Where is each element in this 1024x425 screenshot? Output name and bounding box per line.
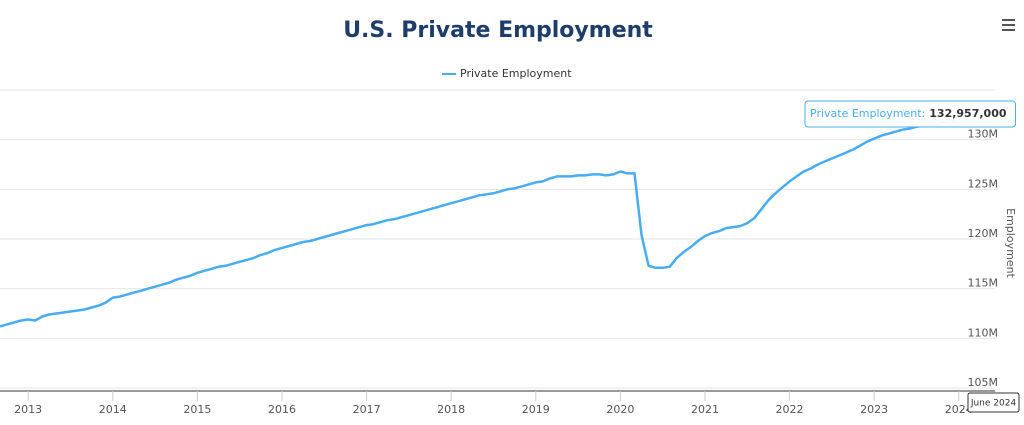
x-tick-label: 2020 [606,403,634,416]
legend-label: Private Employment [460,67,572,80]
chart-title: U.S. Private Employment [343,18,653,43]
menu-bar [1002,29,1015,31]
x-tick-label: 2021 [691,403,719,416]
tooltip: Private Employment: 132,957,000 [804,100,1017,128]
x-tick-label: 2013 [14,403,42,416]
x-tick-label: 2014 [99,403,127,416]
y-tick-label: 105M [968,376,999,389]
date-box [967,392,1020,413]
y-tick-label: 120M [968,227,999,240]
menu-bar [1002,24,1015,26]
line [0,109,995,328]
y-tick-label: 130M [968,128,999,141]
tooltip-label: Private Employment: [810,107,925,120]
x-tick-label: 2023 [860,403,888,416]
x-tick-label: 2017 [353,403,381,416]
x-tick-label: 2022 [776,403,804,416]
menu-button[interactable] [1002,19,1015,31]
x-tick-label: 2018 [437,403,465,416]
y-tick-label: 110M [968,326,999,339]
y-axis-title: Employment [1004,208,1017,278]
tooltip-value: 132,957,000 [929,107,1007,120]
menu-bar [1002,19,1015,21]
date-label: June 2024 [970,399,1017,409]
x-tick-label: 2019 [522,403,550,416]
x-tick-label: 2016 [268,403,296,416]
y-tick-label: 115M [968,277,999,290]
x-crosshair-label: June 2024 [967,392,1020,413]
x-tick-label: 2024 [945,403,973,416]
tooltip-box [804,100,1017,128]
x-tick-label: 2015 [183,403,211,416]
y-tick-label: 125M [968,177,999,190]
